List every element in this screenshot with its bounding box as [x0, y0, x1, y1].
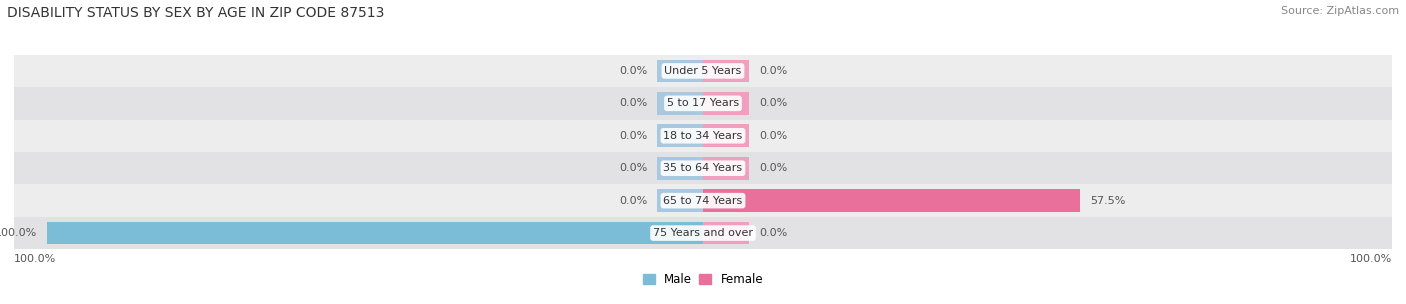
Bar	[14, 217, 1392, 249]
Text: 0.0%: 0.0%	[619, 196, 647, 206]
Bar	[14, 87, 1392, 119]
Text: DISABILITY STATUS BY SEX BY AGE IN ZIP CODE 87513: DISABILITY STATUS BY SEX BY AGE IN ZIP C…	[7, 6, 384, 20]
Text: Under 5 Years: Under 5 Years	[665, 66, 741, 76]
Text: 0.0%: 0.0%	[759, 98, 787, 108]
Text: 5 to 17 Years: 5 to 17 Years	[666, 98, 740, 108]
Bar	[657, 124, 703, 147]
Text: 0.0%: 0.0%	[619, 163, 647, 173]
Text: 57.5%: 57.5%	[1090, 196, 1125, 206]
Text: 18 to 34 Years: 18 to 34 Years	[664, 131, 742, 141]
Bar	[703, 189, 1080, 212]
Bar	[703, 157, 749, 180]
Text: 0.0%: 0.0%	[759, 131, 787, 141]
Text: 0.0%: 0.0%	[619, 98, 647, 108]
Text: 100.0%: 100.0%	[0, 228, 37, 238]
Bar	[14, 119, 1392, 152]
Bar	[703, 222, 749, 244]
Text: 0.0%: 0.0%	[759, 66, 787, 76]
Text: 75 Years and over: 75 Years and over	[652, 228, 754, 238]
Text: 0.0%: 0.0%	[619, 66, 647, 76]
Text: 35 to 64 Years: 35 to 64 Years	[664, 163, 742, 173]
Bar	[703, 124, 749, 147]
Text: 65 to 74 Years: 65 to 74 Years	[664, 196, 742, 206]
Text: 0.0%: 0.0%	[759, 163, 787, 173]
Text: Source: ZipAtlas.com: Source: ZipAtlas.com	[1281, 6, 1399, 16]
Bar	[14, 185, 1392, 217]
Bar	[703, 60, 749, 82]
Text: 0.0%: 0.0%	[619, 131, 647, 141]
Text: 100.0%: 100.0%	[14, 254, 56, 264]
Bar	[46, 222, 703, 244]
Bar	[657, 157, 703, 180]
Bar	[14, 55, 1392, 87]
Bar	[657, 60, 703, 82]
Bar	[703, 92, 749, 115]
Legend: Male, Female: Male, Female	[643, 273, 763, 286]
Text: 100.0%: 100.0%	[1350, 254, 1392, 264]
Text: 0.0%: 0.0%	[759, 228, 787, 238]
Bar	[14, 152, 1392, 185]
Bar	[657, 189, 703, 212]
Bar	[657, 92, 703, 115]
